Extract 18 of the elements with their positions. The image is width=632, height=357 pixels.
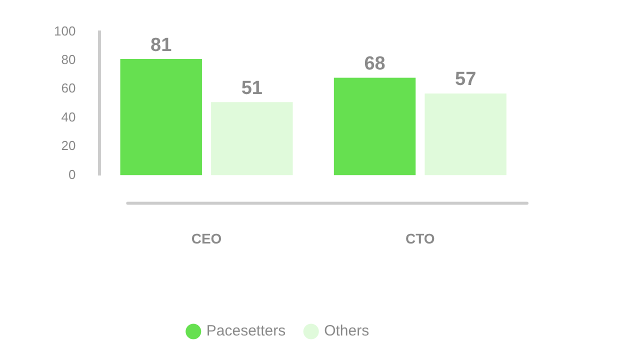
legend-label: Pacesetters	[206, 322, 286, 340]
y-tick-label: 40	[61, 109, 76, 124]
y-tick-label: 80	[61, 52, 76, 68]
y-tick-label: 0	[68, 166, 76, 182]
data-label: 57	[455, 69, 476, 90]
y-tick-label: 60	[61, 80, 76, 96]
bar	[424, 93, 506, 176]
bar	[211, 102, 293, 176]
y-tick-label: 20	[61, 138, 76, 154]
data-label: 81	[150, 34, 172, 56]
data-label: 51	[241, 78, 263, 99]
x-tick-label: CEO	[191, 230, 222, 246]
data-label: 68	[364, 53, 386, 74]
y-tick-label: 100	[54, 23, 76, 38]
bar	[120, 59, 202, 176]
bar	[334, 78, 416, 176]
legend-label: Others	[324, 322, 370, 340]
x-tick-label: CTO	[406, 230, 435, 246]
